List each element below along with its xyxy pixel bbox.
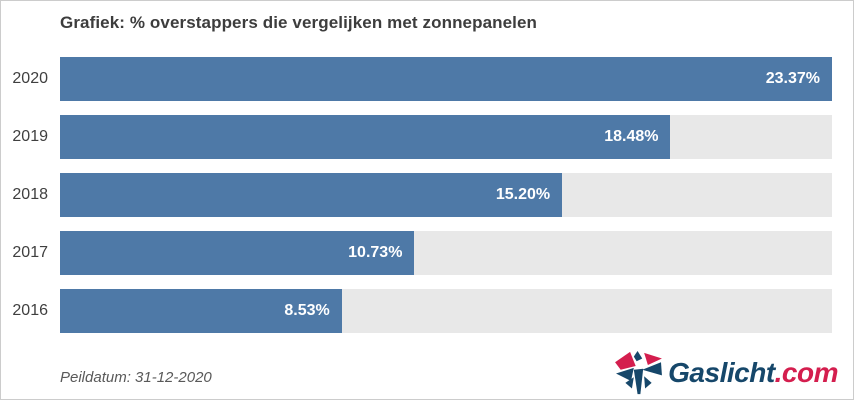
year-label: 2016 — [12, 302, 48, 319]
logo-tld: .com — [774, 356, 839, 388]
reference-date: Peildatum: 31-12-2020 — [60, 369, 212, 386]
bar-track: 23.37% — [60, 57, 832, 101]
bar: 18.48% — [60, 115, 671, 159]
logo-brand: Gaslicht — [668, 356, 775, 388]
bar-track: 8.53% — [60, 289, 832, 333]
bar-track: 18.48% — [60, 115, 832, 159]
bar-value-label: 15.20% — [495, 186, 551, 203]
bar-track: 10.73% — [60, 231, 832, 275]
gaslicht-logo-text: Gaslicht.com — [668, 357, 838, 389]
bar-track: 15.20% — [60, 173, 832, 217]
gaslicht-pinwheel-icon — [615, 350, 663, 395]
bar: 10.73% — [60, 231, 415, 275]
bar-row: 2017 10.73% — [1, 231, 832, 275]
bar-row: 2016 8.53% — [1, 289, 832, 333]
bar-value-label: 8.53% — [284, 302, 330, 319]
year-label: 2018 — [12, 186, 48, 203]
bar-row: 2020 23.37% — [1, 57, 832, 101]
bar: 15.20% — [60, 173, 563, 217]
year-label: 2017 — [12, 244, 48, 261]
bar: 8.53% — [60, 289, 342, 333]
year-label: 2019 — [12, 128, 48, 145]
gaslicht-logo: Gaslicht.com — [614, 349, 839, 396]
bar-row: 2018 15.20% — [1, 173, 832, 217]
bar-rows: 2020 23.37% 2019 18.48% 2018 15.20% 2017… — [1, 57, 832, 347]
bar-row: 2019 18.48% — [1, 115, 832, 159]
year-label: 2020 — [12, 70, 48, 87]
bar-value-label: 10.73% — [348, 244, 403, 261]
bar-value-label: 18.48% — [604, 128, 659, 145]
chart-title: Grafiek: % overstappers die vergelijken … — [60, 13, 538, 32]
bar: 23.37% — [60, 57, 832, 101]
bar-value-label: 23.37% — [765, 70, 820, 87]
